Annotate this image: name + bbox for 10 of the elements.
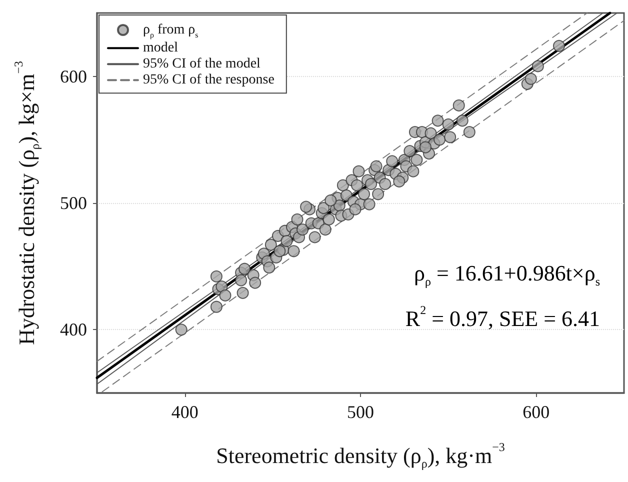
legend-label: model <box>143 40 178 56</box>
y-axis-title: Hydrostatic density (ρρ), kg×m−3 <box>11 60 42 346</box>
y-tick-label: 600 <box>60 66 87 86</box>
x-tick-label: 600 <box>522 402 550 422</box>
x-tick-label: 400 <box>171 402 198 422</box>
y-tick-label: 500 <box>60 193 87 213</box>
legend-label: 95% CI of the response <box>143 72 274 88</box>
y-tick-label: 400 <box>60 320 87 340</box>
legend-label: 95% CI of the model <box>143 56 261 72</box>
x-tick-label: 500 <box>347 402 374 422</box>
